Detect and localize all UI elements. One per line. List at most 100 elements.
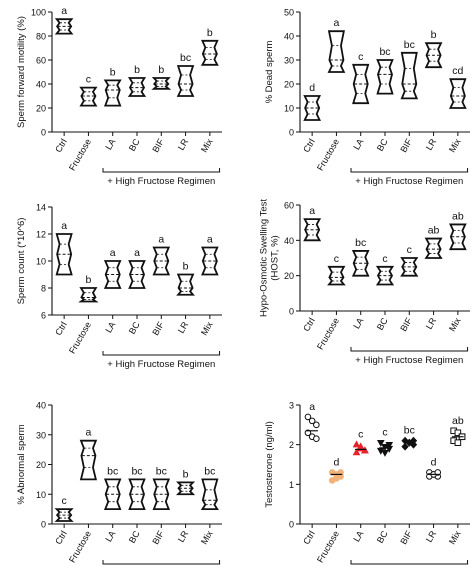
- y-axis-label: Sperm count (*10^6): [16, 218, 27, 305]
- x-tick-label: BC: [375, 316, 390, 332]
- x-tick-label: LR: [176, 529, 191, 544]
- significance-letter: bc: [404, 425, 415, 437]
- data-point: [381, 449, 389, 457]
- significance-letter: a: [207, 234, 213, 246]
- significance-letter: a: [86, 427, 92, 439]
- violin-bif: [152, 478, 171, 511]
- x-tick-label: Ctrl: [301, 137, 317, 154]
- y-tick-label: 0: [41, 128, 46, 138]
- violin-bc: [375, 265, 395, 286]
- violin-lr: [176, 481, 196, 496]
- significance-letter: ab: [428, 225, 440, 237]
- data-point: [352, 448, 361, 456]
- significance-letter: c: [334, 253, 339, 265]
- violin-ctrl: [303, 95, 322, 121]
- significance-letter: c: [382, 427, 387, 439]
- y-tick-label: 0: [289, 520, 294, 530]
- violin-bif: [151, 77, 172, 90]
- y-tick-label: 12: [36, 230, 46, 240]
- significance-letter: bc: [404, 39, 415, 51]
- x-tick-label: LA: [103, 320, 117, 335]
- x-tick-label: BIF: [150, 320, 166, 338]
- violin-la: [103, 478, 122, 511]
- y-axis-label: (HOST, %): [270, 235, 281, 280]
- y-axis-label: Sperm forward motility (%): [16, 16, 27, 128]
- y-tick-label: 0: [289, 128, 294, 138]
- violin-ctrl: [54, 508, 74, 522]
- significance-letter: b: [207, 27, 213, 39]
- significance-letter: b: [86, 274, 92, 286]
- x-tick-label: BC: [375, 137, 390, 153]
- x-tick-label: BIF: [398, 137, 414, 155]
- x-tick-label: LA: [103, 137, 117, 152]
- y-tick-label: 100: [31, 8, 46, 18]
- y-tick-label: 0: [289, 307, 294, 317]
- y-tick-label: 30: [36, 430, 46, 440]
- y-tick-label: 20: [36, 104, 46, 114]
- significance-letter: cd: [452, 65, 463, 77]
- x-tick-label: BIF: [398, 316, 414, 334]
- x-tick-label: LA: [351, 529, 365, 544]
- violin-la: [351, 250, 370, 277]
- x-tick-label: LA: [351, 316, 365, 331]
- significance-letter: bc: [156, 465, 167, 477]
- y-tick-label: 3: [289, 401, 294, 411]
- significance-letter: b: [183, 261, 189, 273]
- y-tick-label: 60: [36, 56, 46, 66]
- data-point: [454, 429, 462, 437]
- x-tick-label: BC: [127, 137, 142, 153]
- x-tick-label: Mix: [447, 316, 463, 334]
- significance-letter: a: [110, 247, 116, 259]
- significance-letter: d: [431, 456, 437, 468]
- regimen-bracket: [350, 560, 469, 565]
- x-tick-label: Fructose: [67, 137, 93, 172]
- x-tick-label: Mix: [199, 137, 215, 155]
- x-tick-label: BC: [127, 320, 142, 336]
- y-axis-label: % Abnormal sperm: [16, 424, 27, 504]
- significance-letter: a: [309, 205, 315, 217]
- x-tick-label: LR: [176, 320, 191, 335]
- violin-mix: [200, 478, 219, 511]
- data-point: [454, 439, 462, 446]
- x-tick-label: Mix: [199, 320, 215, 338]
- data-point: [304, 413, 312, 421]
- panel-1: 0 20 40 60 80 100 Sperm forward motility (%) Ct…: [16, 5, 222, 187]
- data-point: [361, 446, 369, 454]
- significance-letter: a: [158, 234, 164, 246]
- significance-letter: c: [382, 253, 387, 265]
- y-tick-label: 14: [36, 203, 46, 213]
- violin-fructose: [79, 439, 98, 481]
- violin-fructose: [78, 287, 99, 303]
- x-tick-label: Mix: [447, 137, 463, 155]
- violin-ctrl: [54, 18, 74, 35]
- significance-letter: bc: [180, 52, 191, 64]
- x-tick-label: LA: [351, 137, 365, 152]
- y-tick-label: 8: [41, 284, 46, 294]
- x-tick-label: LR: [424, 529, 439, 544]
- significance-letter: b: [110, 66, 116, 78]
- regimen-bracket: [350, 347, 469, 352]
- y-tick-label: 40: [36, 80, 46, 90]
- significance-letter: a: [309, 401, 315, 413]
- violin-bif: [152, 246, 171, 276]
- violin-ctrl: [55, 233, 73, 276]
- violin-lr: [176, 273, 195, 296]
- violin-ctrl: [303, 218, 322, 242]
- significance-letter: ab: [452, 415, 464, 427]
- regimen-bracket: [350, 168, 469, 173]
- significance-letter: c: [86, 74, 91, 86]
- data-point: [308, 417, 316, 425]
- regimen-bracket-label: + High Fructose Regimen: [107, 176, 215, 187]
- violin-fructose: [327, 30, 346, 73]
- y-tick-label: 20: [36, 460, 46, 470]
- regimen-bracket-label: + High Fructose Regimen: [107, 359, 215, 370]
- regimen-bracket: [102, 351, 221, 356]
- x-tick-label: Ctrl: [301, 529, 317, 546]
- violin-bc: [128, 478, 146, 511]
- violin-la: [103, 260, 122, 289]
- violin-bc: [127, 77, 147, 97]
- significance-letter: a: [61, 220, 67, 232]
